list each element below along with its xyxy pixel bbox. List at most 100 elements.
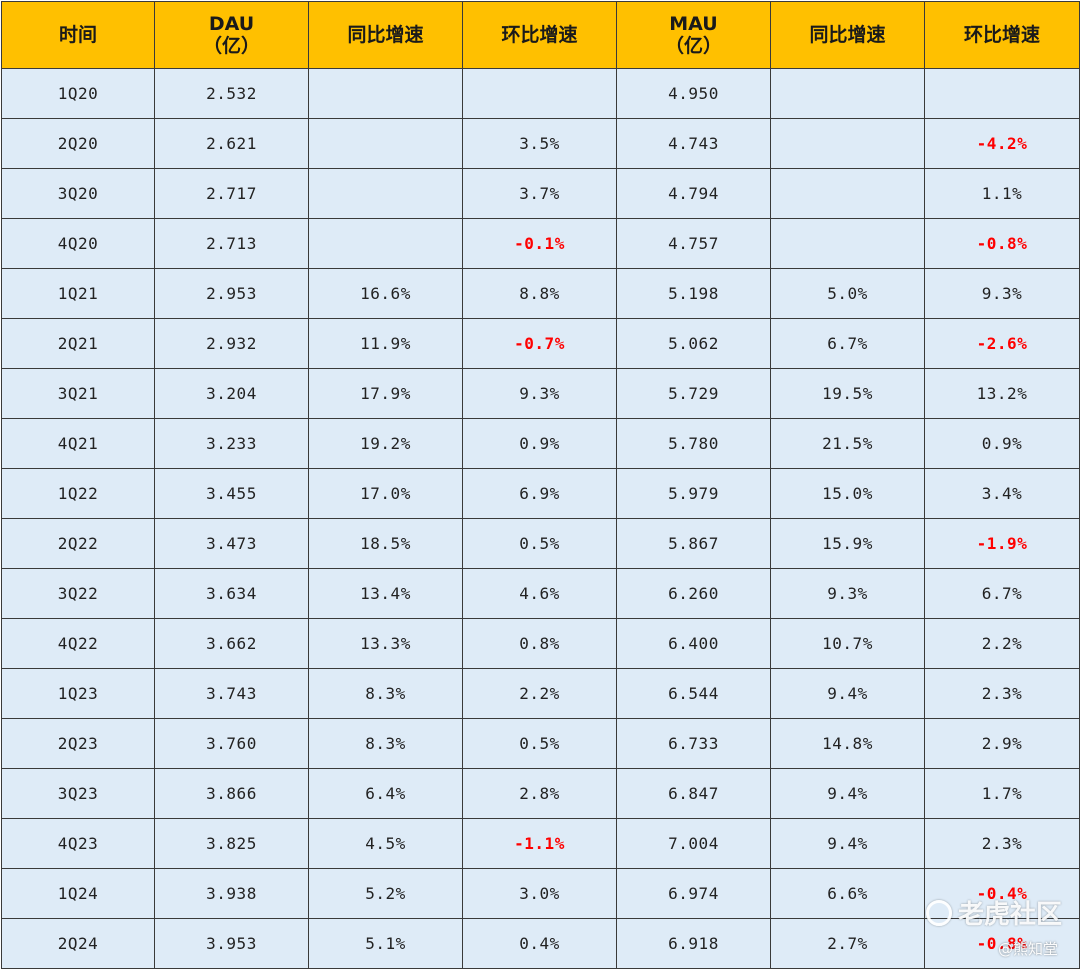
- cell-dau-yoy: 13.4%: [308, 568, 463, 619]
- table-row: 2Q21 2.932 11.9% -0.7% 5.062 6.7% -2.6%: [1, 318, 1080, 369]
- column-header-mau-qoq: 环比增速: [924, 1, 1080, 69]
- table-row: 2Q24 3.953 5.1% 0.4% 6.918 2.7% -0.8%: [1, 918, 1080, 969]
- cell-mau-yoy: 9.4%: [770, 768, 925, 819]
- cell-time: 1Q22: [1, 468, 155, 519]
- cell-time: 3Q21: [1, 368, 155, 419]
- cell-mau: 7.004: [616, 818, 771, 869]
- column-header-label: 时间: [58, 24, 97, 46]
- table-row: 3Q22 3.634 13.4% 4.6% 6.260 9.3% 6.7%: [1, 568, 1080, 619]
- cell-time: 3Q20: [1, 168, 155, 219]
- cell-mau-yoy: 2.7%: [770, 918, 925, 969]
- table-row: 4Q23 3.825 4.5% -1.1% 7.004 9.4% 2.3%: [1, 818, 1080, 869]
- cell-mau: 4.757: [616, 218, 771, 269]
- cell-mau: 4.794: [616, 168, 771, 219]
- cell-mau-yoy: [770, 218, 925, 269]
- cell-mau: 5.198: [616, 268, 771, 319]
- cell-mau-yoy: 6.7%: [770, 318, 925, 369]
- cell-mau-qoq: 2.3%: [924, 818, 1080, 869]
- watermark-brand: 老虎社区: [957, 900, 1062, 930]
- cell-mau-qoq: [924, 68, 1080, 119]
- cell-dau-yoy: [308, 68, 463, 119]
- cell-mau-qoq: -4.2%: [924, 118, 1080, 169]
- cell-dau: 3.825: [154, 818, 309, 869]
- cell-dau-qoq: 0.4%: [462, 918, 617, 969]
- cell-mau: 6.918: [616, 918, 771, 969]
- cell-mau-qoq: -0.8%: [924, 218, 1080, 269]
- cell-dau-yoy: 4.5%: [308, 818, 463, 869]
- cell-mau-qoq: 0.9%: [924, 418, 1080, 469]
- table-row: 3Q21 3.204 17.9% 9.3% 5.729 19.5% 13.2%: [1, 368, 1080, 419]
- column-header-time: 时间: [1, 1, 155, 69]
- cell-mau: 6.400: [616, 618, 771, 669]
- cell-time: 1Q20: [1, 68, 155, 119]
- cell-time: 1Q21: [1, 268, 155, 319]
- cell-mau: 5.780: [616, 418, 771, 469]
- cell-dau-yoy: 11.9%: [308, 318, 463, 369]
- table-row: 1Q22 3.455 17.0% 6.9% 5.979 15.0% 3.4%: [1, 468, 1080, 519]
- cell-dau-qoq: 0.9%: [462, 418, 617, 469]
- cell-dau: 3.233: [154, 418, 309, 469]
- cell-mau: 5.979: [616, 468, 771, 519]
- column-header-unit: （亿）: [202, 35, 260, 57]
- cell-mau: 6.733: [616, 718, 771, 769]
- cell-mau-yoy: 14.8%: [770, 718, 925, 769]
- cell-mau-yoy: 9.4%: [770, 818, 925, 869]
- cell-dau-qoq: 2.8%: [462, 768, 617, 819]
- cell-dau-qoq: 3.5%: [462, 118, 617, 169]
- cell-mau-qoq: -0.8%: [924, 918, 1080, 969]
- cell-dau-yoy: 6.4%: [308, 768, 463, 819]
- cell-mau-qoq: -1.9%: [924, 518, 1080, 569]
- cell-mau-qoq: 6.7%: [924, 568, 1080, 619]
- table-row: 3Q23 3.866 6.4% 2.8% 6.847 9.4% 1.7%: [1, 768, 1080, 819]
- column-header-mau-yoy: 同比增速: [770, 1, 925, 69]
- cell-dau-yoy: [308, 118, 463, 169]
- cell-dau-yoy: 8.3%: [308, 668, 463, 719]
- cell-time: 1Q23: [1, 668, 155, 719]
- cell-mau-yoy: 9.4%: [770, 668, 925, 719]
- cell-dau-yoy: 19.2%: [308, 418, 463, 469]
- header-row: 时间 DAU （亿） 同比增速 环比增速 MAU （亿） 同比增速 环比增速: [1, 1, 1080, 69]
- cell-dau: 2.532: [154, 68, 309, 119]
- cell-mau: 6.260: [616, 568, 771, 619]
- column-header-label: 同比增速: [347, 24, 424, 46]
- table-row: 4Q20 2.713 -0.1% 4.757 -0.8%: [1, 218, 1080, 269]
- watermark-author: @熊知堂: [997, 940, 1058, 958]
- cell-dau-yoy: 18.5%: [308, 518, 463, 569]
- table-row: 2Q20 2.621 3.5% 4.743 -4.2%: [1, 118, 1080, 169]
- cell-mau-yoy: 5.0%: [770, 268, 925, 319]
- table-row: 1Q20 2.532 4.950: [1, 68, 1080, 119]
- cell-time: 2Q20: [1, 118, 155, 169]
- cell-dau-yoy: 17.9%: [308, 368, 463, 419]
- cell-dau-qoq: 0.8%: [462, 618, 617, 669]
- column-header-dau: DAU （亿）: [154, 1, 309, 69]
- cell-mau-yoy: 19.5%: [770, 368, 925, 419]
- cell-dau: 3.760: [154, 718, 309, 769]
- cell-mau-qoq: 1.1%: [924, 168, 1080, 219]
- cell-dau: 3.473: [154, 518, 309, 569]
- column-header-label: 环比增速: [501, 24, 578, 46]
- watermark-logo: 老虎社区: [925, 894, 1062, 931]
- cell-mau-qoq: 2.2%: [924, 618, 1080, 669]
- cell-dau: 3.634: [154, 568, 309, 619]
- cell-dau-qoq: 0.5%: [462, 518, 617, 569]
- column-header-label: 环比增速: [963, 24, 1040, 46]
- cell-mau: 5.729: [616, 368, 771, 419]
- cell-time: 4Q21: [1, 418, 155, 469]
- cell-dau: 3.938: [154, 868, 309, 919]
- cell-mau-qoq: -2.6%: [924, 318, 1080, 369]
- cell-mau-qoq: 2.9%: [924, 718, 1080, 769]
- table-row: 1Q24 3.938 5.2% 3.0% 6.974 6.6% -0.4%: [1, 868, 1080, 919]
- cell-mau-qoq: 9.3%: [924, 268, 1080, 319]
- column-header-label: DAU: [208, 13, 255, 35]
- table-row: 3Q20 2.717 3.7% 4.794 1.1%: [1, 168, 1080, 219]
- cell-mau-qoq: 1.7%: [924, 768, 1080, 819]
- table-row: 1Q23 3.743 8.3% 2.2% 6.544 9.4% 2.3%: [1, 668, 1080, 719]
- cell-time: 2Q21: [1, 318, 155, 369]
- cell-dau-yoy: [308, 168, 463, 219]
- cell-dau-yoy: 16.6%: [308, 268, 463, 319]
- tiger-logo-icon: [925, 899, 952, 926]
- cell-mau-yoy: [770, 168, 925, 219]
- cell-dau-yoy: 5.1%: [308, 918, 463, 969]
- cell-dau: 2.932: [154, 318, 309, 369]
